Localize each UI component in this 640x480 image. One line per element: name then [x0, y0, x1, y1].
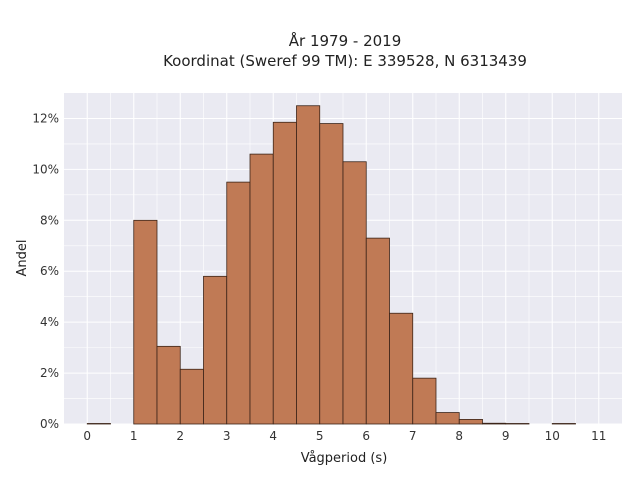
x-tick-label: 3	[223, 429, 231, 443]
histogram-bar	[551, 423, 576, 425]
y-tick-label: 4%	[40, 315, 59, 329]
y-tick-label: 2%	[40, 366, 59, 380]
x-tick-label: 8	[455, 429, 463, 443]
histogram-bar	[226, 181, 251, 425]
histogram-bar	[412, 377, 437, 425]
chart-subtitle: Koordinat (Sweref 99 TM): E 339528, N 63…	[163, 52, 527, 70]
histogram-bar	[435, 412, 460, 425]
histogram-bar	[319, 123, 344, 425]
x-axis-label: Vågperiod (s)	[301, 451, 388, 466]
histogram-bar	[272, 121, 297, 425]
histogram-bar	[203, 275, 228, 425]
histogram-bar	[482, 422, 507, 425]
y-tick-label: 8%	[40, 213, 59, 227]
histogram-bar	[342, 161, 367, 425]
histogram-bar	[133, 219, 158, 425]
y-tick-label: 12%	[32, 111, 59, 125]
x-tick-label: 11	[591, 429, 606, 443]
histogram-bar	[86, 423, 111, 425]
y-tick-label: 10%	[32, 162, 59, 176]
x-tick-label: 7	[409, 429, 417, 443]
histogram-bar	[249, 153, 274, 425]
histogram-bar	[389, 312, 414, 425]
y-tick-label: 0%	[40, 417, 59, 431]
histogram-bar	[505, 423, 530, 425]
histogram-bar	[156, 345, 181, 425]
histogram-bars	[86, 105, 576, 425]
histogram-bar	[296, 105, 321, 425]
x-tick-label: 6	[362, 429, 370, 443]
x-tick-label: 9	[502, 429, 510, 443]
x-tick-label: 0	[83, 429, 91, 443]
histogram-bar	[458, 419, 483, 425]
histogram-bar	[365, 237, 390, 425]
x-axis-ticks: 0 1 2 3 4 5 6 7 8 9 10 11	[83, 429, 606, 443]
y-axis-ticks: 0% 2% 4% 6% 8% 10% 12%	[32, 111, 59, 431]
y-tick-label: 6%	[40, 264, 59, 278]
chart-title: År 1979 - 2019	[289, 31, 402, 50]
x-tick-label: 1	[130, 429, 138, 443]
histogram-bar	[179, 368, 204, 425]
x-tick-label: 10	[545, 429, 560, 443]
y-axis-label: Andel	[15, 240, 30, 277]
x-tick-label: 2	[176, 429, 184, 443]
x-tick-label: 5	[316, 429, 324, 443]
x-tick-label: 4	[269, 429, 277, 443]
